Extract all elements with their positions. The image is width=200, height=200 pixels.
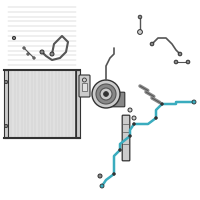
Circle shape: [132, 116, 136, 120]
Circle shape: [82, 78, 86, 82]
Circle shape: [23, 47, 25, 49]
Circle shape: [92, 80, 120, 108]
Circle shape: [98, 174, 102, 178]
Circle shape: [5, 80, 8, 84]
Circle shape: [186, 60, 190, 64]
FancyBboxPatch shape: [122, 115, 130, 161]
Circle shape: [5, 124, 8, 128]
Circle shape: [40, 50, 44, 54]
FancyBboxPatch shape: [109, 92, 125, 107]
Circle shape: [161, 103, 163, 105]
Circle shape: [128, 108, 132, 112]
Circle shape: [129, 135, 131, 137]
Circle shape: [33, 57, 35, 59]
Circle shape: [119, 149, 121, 151]
Bar: [4, 70, 8, 138]
Circle shape: [96, 84, 116, 104]
Circle shape: [138, 30, 142, 34]
Circle shape: [12, 36, 16, 40]
Circle shape: [27, 53, 29, 55]
Bar: [76, 70, 80, 138]
Circle shape: [192, 100, 196, 104]
Circle shape: [174, 60, 178, 64]
Circle shape: [138, 15, 142, 19]
Circle shape: [150, 42, 154, 46]
Bar: [82, 83, 87, 91]
Circle shape: [100, 184, 104, 188]
Circle shape: [178, 52, 182, 56]
FancyBboxPatch shape: [79, 75, 90, 97]
Circle shape: [155, 117, 157, 119]
Circle shape: [113, 173, 115, 175]
Circle shape: [100, 88, 112, 100]
Circle shape: [133, 123, 135, 125]
Circle shape: [104, 92, 108, 96]
Circle shape: [50, 52, 54, 56]
Polygon shape: [8, 70, 76, 138]
